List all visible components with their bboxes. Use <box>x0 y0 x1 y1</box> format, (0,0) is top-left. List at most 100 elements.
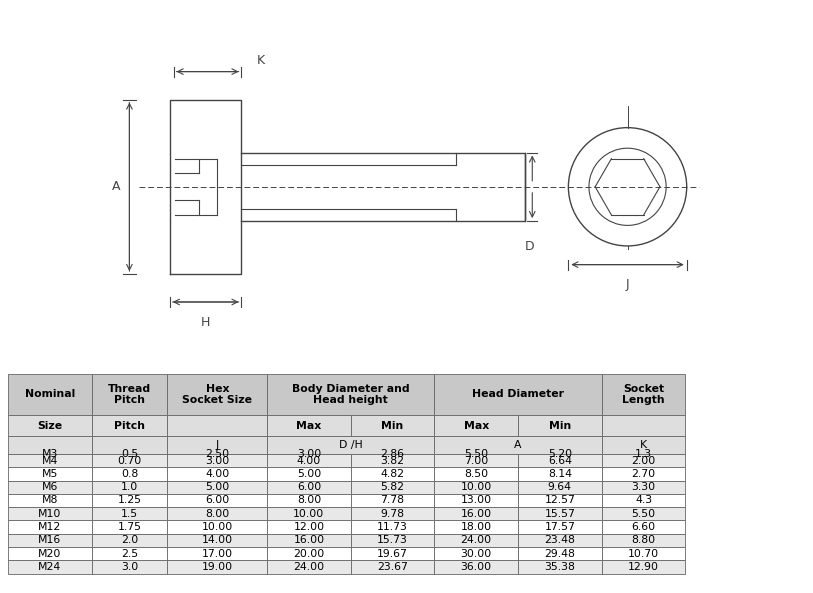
Bar <box>167 436 267 454</box>
Text: 29.48: 29.48 <box>545 549 576 559</box>
Text: J: J <box>626 278 629 291</box>
Bar <box>602 454 685 467</box>
Bar <box>434 415 518 436</box>
Text: 5.82: 5.82 <box>380 482 405 492</box>
Text: Thread
Pitch: Thread Pitch <box>108 384 151 405</box>
Text: 9.78: 9.78 <box>380 509 405 519</box>
Text: H: H <box>201 315 211 329</box>
Bar <box>434 454 518 467</box>
Bar <box>518 521 602 534</box>
Text: K: K <box>640 440 647 450</box>
Text: 6.00: 6.00 <box>297 482 321 492</box>
Bar <box>92 467 167 480</box>
Bar <box>8 454 92 467</box>
Bar <box>8 374 92 415</box>
Bar <box>8 480 92 494</box>
Bar <box>602 494 685 507</box>
Bar <box>92 454 167 467</box>
Text: M20: M20 <box>38 549 62 559</box>
Bar <box>434 560 518 574</box>
Text: 2.0: 2.0 <box>121 535 138 546</box>
Text: 3.0: 3.0 <box>121 562 138 572</box>
Text: 23.48: 23.48 <box>545 535 576 546</box>
Text: 10.00: 10.00 <box>461 482 492 492</box>
Bar <box>8 467 92 480</box>
Bar <box>518 494 602 507</box>
Bar <box>167 467 267 480</box>
Bar <box>518 467 602 480</box>
Text: 12.57: 12.57 <box>545 496 576 505</box>
Bar <box>434 467 518 480</box>
Text: 10.00: 10.00 <box>202 522 233 532</box>
Bar <box>350 467 434 480</box>
Bar <box>434 480 518 494</box>
Bar <box>267 547 350 560</box>
Bar <box>350 507 434 521</box>
Text: Size: Size <box>37 420 63 431</box>
Text: A: A <box>515 440 522 450</box>
Bar <box>434 436 602 454</box>
Bar <box>267 467 350 480</box>
Text: 13.00: 13.00 <box>461 496 492 505</box>
Text: 7.78: 7.78 <box>380 496 405 505</box>
Text: 4.00: 4.00 <box>205 469 229 479</box>
Bar <box>92 374 167 415</box>
Bar <box>92 560 167 574</box>
Bar <box>434 521 518 534</box>
Bar <box>92 547 167 560</box>
Text: 4.3: 4.3 <box>635 496 652 505</box>
Bar <box>267 480 350 494</box>
Text: 3.00: 3.00 <box>205 455 229 466</box>
Bar <box>92 480 167 494</box>
Text: 8.00: 8.00 <box>297 496 321 505</box>
Text: 10.00: 10.00 <box>293 509 324 519</box>
Text: 2.50: 2.50 <box>205 449 229 459</box>
Text: M5: M5 <box>41 469 59 479</box>
Text: Max: Max <box>296 420 321 431</box>
Text: M16: M16 <box>38 535 62 546</box>
Text: 16.00: 16.00 <box>293 535 324 546</box>
Bar <box>8 560 92 574</box>
Bar <box>518 534 602 547</box>
Bar <box>267 454 350 467</box>
Text: 2.86: 2.86 <box>380 449 405 459</box>
Bar <box>267 436 434 454</box>
Bar <box>267 507 350 521</box>
Text: 11.73: 11.73 <box>377 522 408 532</box>
Text: M12: M12 <box>38 522 62 532</box>
Bar <box>350 415 434 436</box>
Bar <box>92 415 167 436</box>
Bar <box>602 374 685 415</box>
Text: 0.70: 0.70 <box>118 455 141 466</box>
Text: 1.0: 1.0 <box>121 482 138 492</box>
Text: 0.5: 0.5 <box>121 449 138 459</box>
Text: 4.00: 4.00 <box>297 455 321 466</box>
Text: Min: Min <box>549 420 571 431</box>
Bar <box>8 494 92 507</box>
Text: 18.00: 18.00 <box>461 522 492 532</box>
Text: 7.00: 7.00 <box>464 455 489 466</box>
Bar <box>167 521 267 534</box>
Bar <box>92 494 167 507</box>
Text: 3.00: 3.00 <box>297 449 321 459</box>
Text: Head Diameter: Head Diameter <box>472 390 564 400</box>
Bar <box>92 436 167 454</box>
Text: 8.80: 8.80 <box>632 535 655 546</box>
Text: M6: M6 <box>41 482 59 492</box>
Text: M24: M24 <box>38 562 62 572</box>
Text: M10: M10 <box>38 509 62 519</box>
Text: 19.67: 19.67 <box>377 549 408 559</box>
Bar <box>434 494 518 507</box>
Text: 5.50: 5.50 <box>632 509 655 519</box>
Bar <box>602 480 685 494</box>
Text: M4: M4 <box>41 455 59 466</box>
Text: 15.73: 15.73 <box>377 535 408 546</box>
Bar <box>518 454 602 467</box>
Text: 6.00: 6.00 <box>205 496 229 505</box>
Text: Hex
Socket Size: Hex Socket Size <box>182 384 252 405</box>
Bar <box>434 374 602 415</box>
Text: 2.5: 2.5 <box>121 549 138 559</box>
Text: 5.00: 5.00 <box>297 469 321 479</box>
Bar <box>167 454 267 467</box>
Text: 2.00: 2.00 <box>632 455 655 466</box>
